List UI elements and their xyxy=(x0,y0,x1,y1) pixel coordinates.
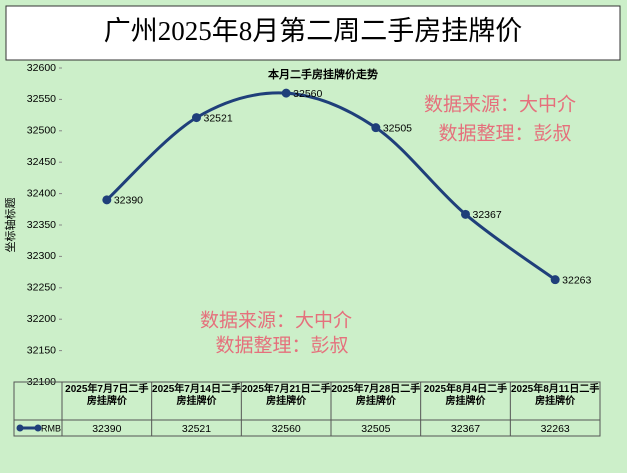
table-value: 32505 xyxy=(361,423,390,435)
x-tick-label-box: 2025年7月7日二手房挂牌价 xyxy=(65,384,149,407)
table-border xyxy=(13,381,601,437)
x-tick-label-box: 2025年8月11日二手房挂牌价 xyxy=(510,384,600,407)
data-label: 32505 xyxy=(383,122,412,134)
table-value: 32390 xyxy=(92,423,121,435)
x-tick-label-box: 2025年7月28日二手房挂牌价 xyxy=(331,384,421,407)
data-point xyxy=(192,113,201,123)
y-tick-label: 32400 xyxy=(27,187,56,199)
x-tick-label: 2025年8月4日二手房挂牌价 xyxy=(423,384,508,407)
data-label: 32560 xyxy=(293,88,322,100)
legend-marker xyxy=(16,424,24,432)
chart-title: 本月二手房挂牌价走势 xyxy=(268,67,378,81)
data-point xyxy=(461,209,470,219)
data-point xyxy=(102,195,112,205)
x-tick-label-box: 2025年7月21日二手房挂牌价 xyxy=(241,384,331,407)
legend-label: RMB xyxy=(41,423,61,433)
data-label: 32390 xyxy=(114,195,143,207)
data-label: 32263 xyxy=(562,274,591,286)
table-value: 32367 xyxy=(451,423,480,435)
x-tick-label: 2025年7月28日二手房挂牌价 xyxy=(331,384,421,407)
x-tick-label: 2025年7月21日二手房挂牌价 xyxy=(241,384,331,407)
x-tick-label-box: 2025年7月14日二手房挂牌价 xyxy=(152,384,241,407)
x-tick-label: 2025年7月14日二手房挂牌价 xyxy=(152,384,241,407)
watermark: 数据整理：彭叔 xyxy=(215,334,348,356)
data-label: 32367 xyxy=(473,209,502,221)
y-tick-label: 32350 xyxy=(27,219,56,231)
y-tick-label: 32500 xyxy=(27,125,56,137)
data-point xyxy=(281,88,291,98)
legend-marker xyxy=(34,424,42,432)
watermark: 数据来源：大中介 xyxy=(424,93,576,115)
y-tick-label: 32200 xyxy=(27,313,56,325)
x-tick-label: 2025年7月7日二手房挂牌价 xyxy=(65,384,149,407)
data-label: 32521 xyxy=(204,112,233,124)
x-tick-label-box: 2025年8月4日二手房挂牌价 xyxy=(423,384,508,407)
data-point xyxy=(550,275,560,285)
watermark: 数据整理：彭叔 xyxy=(438,122,571,144)
y-tick-label: 32250 xyxy=(27,282,56,294)
y-tick-label: 32600 xyxy=(27,62,56,74)
line-series xyxy=(105,91,557,281)
table-value: 32521 xyxy=(182,423,211,435)
y-tick-label: 32150 xyxy=(27,344,56,356)
y-tick-label: 32550 xyxy=(27,93,56,105)
table-value: 32263 xyxy=(541,423,570,435)
y-tick-label: 32300 xyxy=(27,250,56,262)
page-title: 广州2025年8月第二周二手房挂牌价 xyxy=(104,16,523,46)
title-box xyxy=(5,5,621,61)
data-point xyxy=(371,123,381,133)
watermark: 数据来源：大中介 xyxy=(200,309,352,331)
y-tick-label: 32450 xyxy=(27,156,56,168)
x-tick-label: 2025年8月11日二手房挂牌价 xyxy=(510,384,600,407)
table-value: 32560 xyxy=(272,423,301,435)
y-axis-title: 坐标轴标题 xyxy=(3,198,17,253)
